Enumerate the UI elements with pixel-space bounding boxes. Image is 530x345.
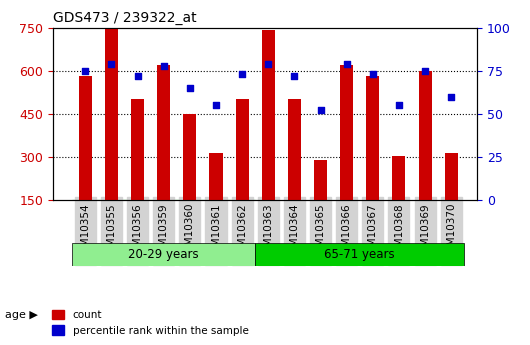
Point [160,63,168,68]
Point [316,108,325,113]
Bar [157,65,170,200]
Point [447,94,455,99]
Point [107,61,116,67]
Point [421,68,429,73]
Bar [183,114,197,200]
Point [134,73,142,79]
Point [395,102,403,108]
Point [81,68,90,73]
Point [368,71,377,77]
Text: age ▶: age ▶ [5,310,38,319]
Legend: count, percentile rank within the sample: count, percentile rank within the sample [48,306,253,340]
Text: GDS473 / 239322_at: GDS473 / 239322_at [53,11,197,25]
Bar [445,152,458,200]
Bar [236,99,249,200]
Point [212,102,220,108]
Bar [79,77,92,200]
Bar [366,77,379,200]
Bar [288,99,301,200]
Point [290,73,298,79]
Point [186,85,194,91]
Bar [131,99,144,200]
Bar [392,156,405,200]
Bar [314,160,327,200]
Bar [419,71,431,200]
Point [238,71,246,77]
Bar [262,30,275,200]
Point [264,61,272,67]
Bar [209,152,223,200]
Point [342,61,351,67]
Bar [105,28,118,200]
Bar [340,65,353,200]
